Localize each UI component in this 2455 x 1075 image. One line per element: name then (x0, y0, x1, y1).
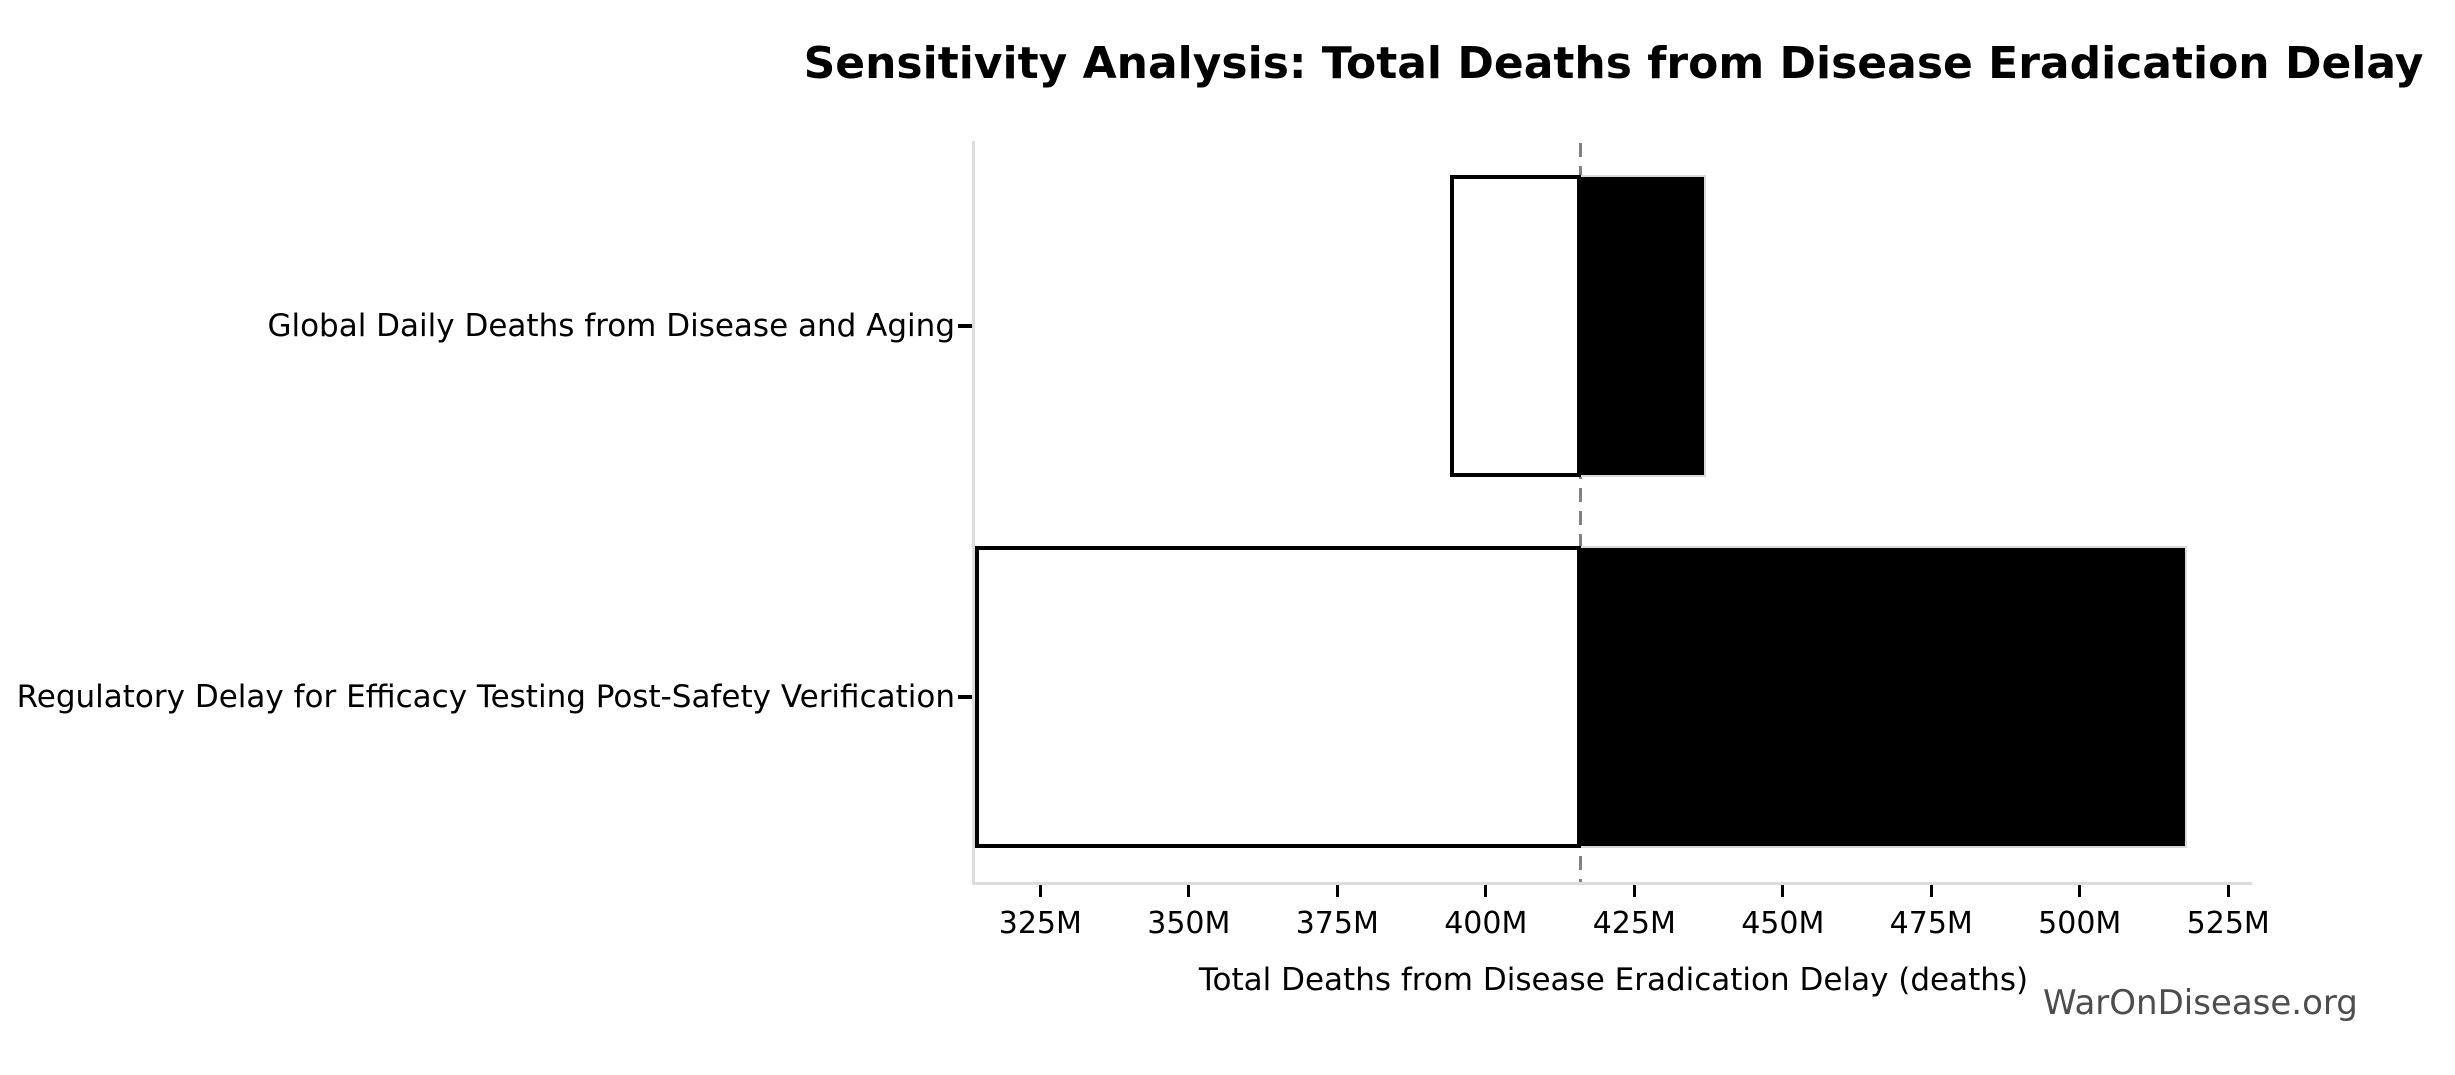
y-axis-spine (972, 141, 975, 885)
x-axis-spine (972, 882, 2252, 885)
bar-low-segment (1450, 175, 1581, 478)
bar-low-segment (975, 545, 1581, 848)
x-tick-mark (1781, 885, 1785, 897)
plot-area (958, 141, 2252, 885)
x-tick-mark (2226, 885, 2230, 897)
x-tick-label: 475M (1889, 906, 1973, 941)
x-tick-label: 450M (1741, 906, 1825, 941)
x-tick-mark (1187, 885, 1191, 897)
bar-high-segment (1580, 545, 2187, 848)
x-tick-label: 375M (1295, 906, 1379, 941)
y-tick-mark (958, 694, 972, 699)
bar-high-segment (1580, 175, 1706, 478)
y-tick-label: Regulatory Delay for Efficacy Testing Po… (16, 678, 955, 715)
x-tick-label: 425M (1592, 906, 1676, 941)
x-tick-mark (1484, 885, 1488, 897)
x-tick-mark (2078, 885, 2082, 897)
x-tick-label: 400M (1444, 906, 1528, 941)
x-tick-label: 350M (1147, 906, 1231, 941)
x-tick-label: 325M (998, 906, 1082, 941)
baseline-dashed-line (1579, 143, 1583, 882)
x-tick-mark (1335, 885, 1339, 897)
y-tick-label: Global Daily Deaths from Disease and Agi… (267, 308, 955, 345)
chart-title: Sensitivity Analysis: Total Deaths from … (803, 38, 2424, 89)
x-tick-label: 500M (2038, 906, 2122, 941)
x-tick-mark (1038, 885, 1042, 897)
x-tick-mark (1929, 885, 1933, 897)
x-axis-label: Total Deaths from Disease Eradication De… (1198, 962, 2029, 998)
y-tick-mark (958, 324, 972, 329)
x-tick-label: 525M (2186, 906, 2270, 941)
watermark: WarOnDisease.org (2043, 983, 2358, 1023)
x-tick-mark (1632, 885, 1636, 897)
